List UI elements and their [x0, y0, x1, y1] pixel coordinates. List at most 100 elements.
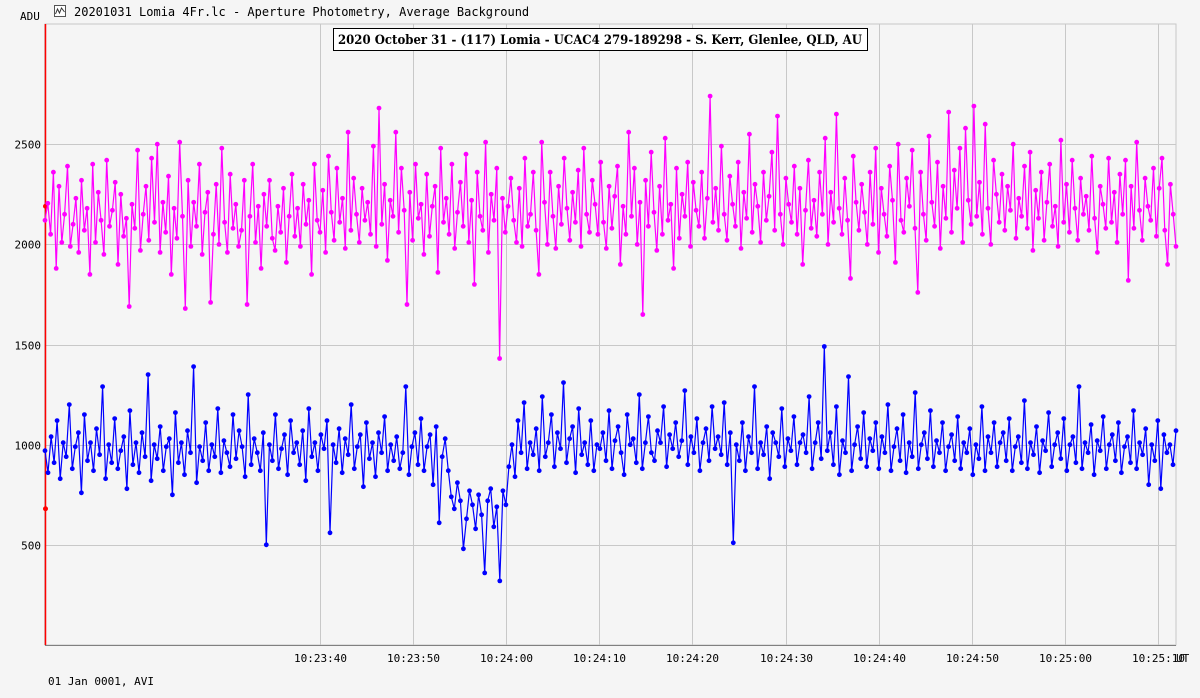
data-point	[521, 400, 527, 405]
data-point	[601, 219, 606, 225]
data-point	[719, 143, 724, 149]
data-point	[982, 468, 988, 474]
x-tick-label: 10:24:00	[480, 652, 533, 665]
data-point	[636, 392, 642, 397]
data-point	[464, 516, 469, 522]
data-point	[873, 420, 879, 425]
data-point	[746, 434, 751, 440]
data-point	[1055, 244, 1061, 249]
data-point	[227, 171, 233, 177]
data-point	[516, 185, 522, 191]
data-point	[170, 492, 175, 498]
data-point	[870, 221, 876, 227]
data-point	[867, 436, 873, 442]
data-point	[900, 412, 906, 417]
data-point	[1040, 438, 1045, 444]
data-point	[603, 246, 609, 251]
data-point	[518, 450, 524, 456]
data-point	[1159, 155, 1165, 161]
data-point	[1033, 187, 1039, 193]
data-point	[53, 266, 59, 271]
data-point	[824, 448, 830, 454]
data-point	[154, 456, 160, 462]
data-point	[479, 512, 484, 518]
data-point	[735, 159, 741, 165]
data-point	[194, 480, 200, 486]
data-point	[451, 506, 457, 512]
data-point	[561, 155, 567, 161]
plot-border	[44, 23, 1177, 646]
data-point	[180, 213, 185, 219]
data-point	[850, 153, 856, 159]
data-point	[1145, 203, 1151, 209]
data-point	[558, 446, 563, 452]
data-point	[783, 175, 789, 181]
data-point	[342, 246, 348, 251]
data-point	[1015, 434, 1021, 440]
data-point	[148, 478, 154, 484]
data-point	[345, 452, 351, 458]
data-point	[668, 201, 674, 207]
data-point	[806, 394, 812, 399]
data-point	[1167, 442, 1173, 448]
data-point	[503, 502, 509, 508]
data-point	[946, 109, 952, 115]
data-point	[976, 456, 982, 462]
data-point	[284, 260, 289, 265]
data-point	[925, 456, 930, 462]
data-point	[458, 179, 463, 185]
data-point	[511, 217, 517, 223]
data-point	[556, 183, 561, 189]
data-point	[530, 452, 536, 458]
y-axis-label: ADU	[20, 10, 40, 23]
data-point	[314, 217, 320, 223]
data-point	[940, 183, 946, 189]
data-point	[570, 424, 575, 429]
data-point	[260, 430, 266, 436]
data-point	[211, 231, 216, 237]
data-point	[670, 446, 676, 452]
data-point	[185, 428, 190, 434]
data-point	[961, 440, 967, 446]
data-point	[505, 203, 511, 209]
data-point	[317, 229, 323, 235]
data-point	[1008, 207, 1013, 213]
data-point	[486, 250, 491, 255]
data-point	[244, 302, 250, 307]
data-point	[646, 414, 651, 419]
data-point	[69, 466, 75, 472]
data-point	[718, 452, 724, 458]
data-point	[603, 458, 609, 464]
data-point	[188, 244, 194, 249]
data-point	[533, 426, 539, 432]
data-point	[368, 231, 373, 237]
data-point	[1092, 215, 1097, 221]
data-point	[373, 244, 379, 249]
data-point	[1170, 211, 1176, 217]
data-point	[620, 203, 626, 209]
data-point	[270, 458, 275, 464]
data-point	[915, 466, 921, 472]
data-point	[488, 191, 494, 197]
data-point	[461, 546, 466, 552]
data-point	[1046, 410, 1051, 415]
data-point	[371, 143, 376, 149]
data-point	[773, 440, 779, 446]
data-point	[884, 233, 890, 239]
data-point	[706, 458, 712, 464]
data-point	[1125, 434, 1130, 440]
data-point	[391, 458, 397, 464]
data-point	[579, 452, 585, 458]
data-point	[397, 466, 403, 472]
data-point	[1086, 227, 1092, 233]
data-point	[418, 416, 424, 421]
data-point	[361, 484, 366, 490]
data-point	[1161, 432, 1167, 438]
data-point	[1109, 432, 1115, 438]
data-point	[648, 149, 654, 155]
data-point	[250, 161, 256, 167]
data-point	[424, 171, 430, 177]
series-target-line	[44, 346, 1177, 581]
data-point	[727, 173, 733, 179]
